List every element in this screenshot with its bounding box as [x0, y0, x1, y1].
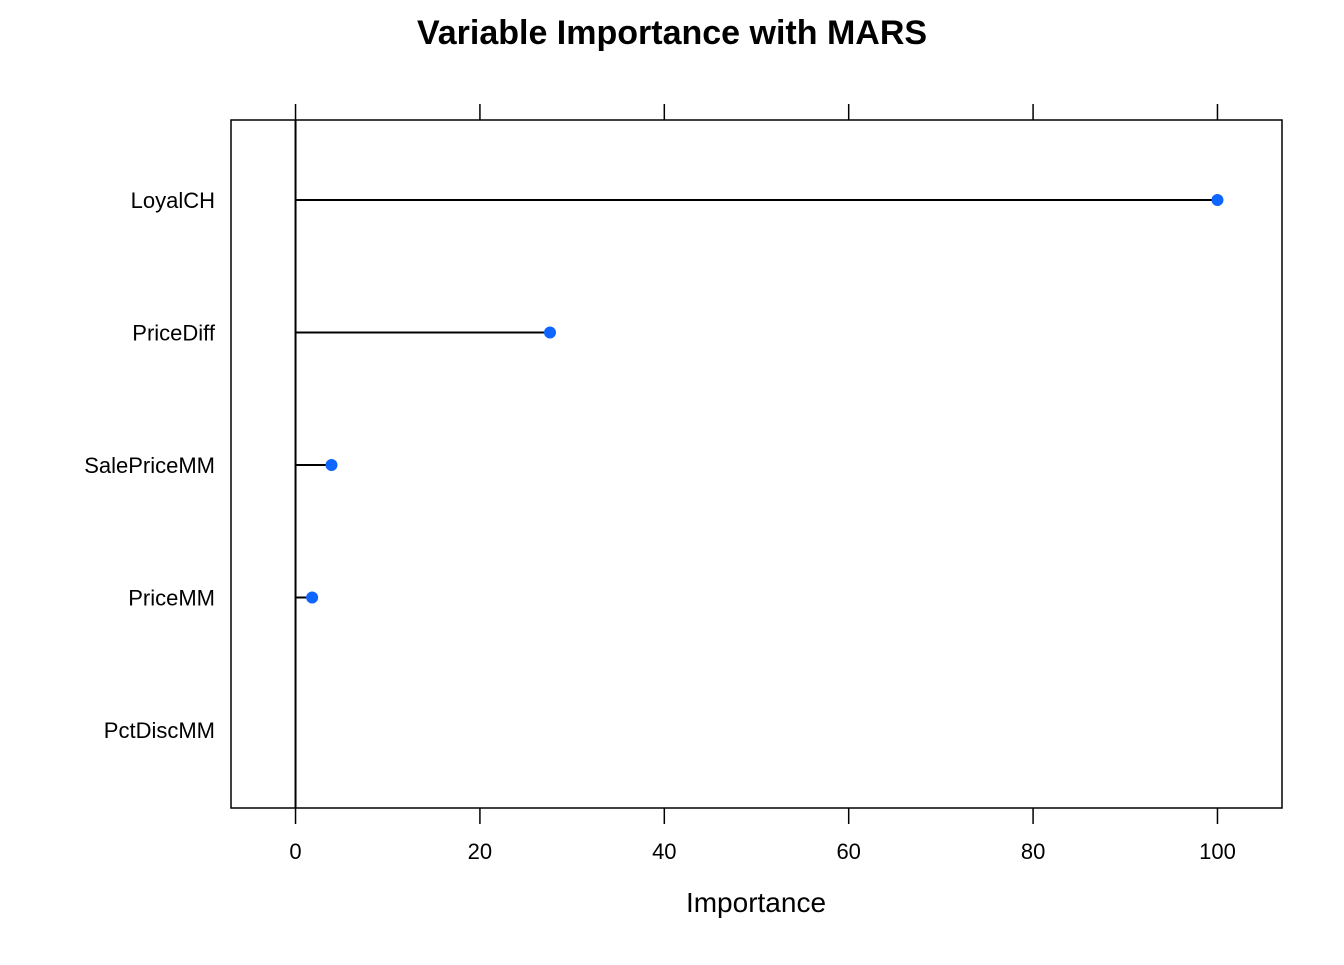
y-tick-label: PriceDiff	[132, 321, 216, 346]
importance-point	[543, 326, 556, 339]
y-tick-label: PriceMM	[128, 586, 215, 611]
importance-point	[1211, 194, 1224, 206]
x-tick-label: 60	[836, 839, 860, 864]
x-tick-label: 0	[289, 839, 301, 864]
y-tick-label: LoyalCH	[131, 188, 215, 213]
y-tick-label: PctDiscMM	[104, 718, 215, 743]
x-tick-label: 100	[1199, 839, 1236, 864]
plot-frame	[230, 119, 1283, 809]
importance-point	[325, 459, 338, 471]
chart-title: Variable Importance with MARS	[417, 14, 927, 52]
x-tick-label: 80	[1021, 839, 1045, 864]
x-tick-label: 40	[652, 839, 676, 864]
x-axis-label: Importance	[686, 887, 826, 918]
importance-point	[306, 591, 319, 604]
x-tick-label: 20	[468, 839, 492, 864]
y-tick-label: SalePriceMM	[84, 453, 215, 478]
